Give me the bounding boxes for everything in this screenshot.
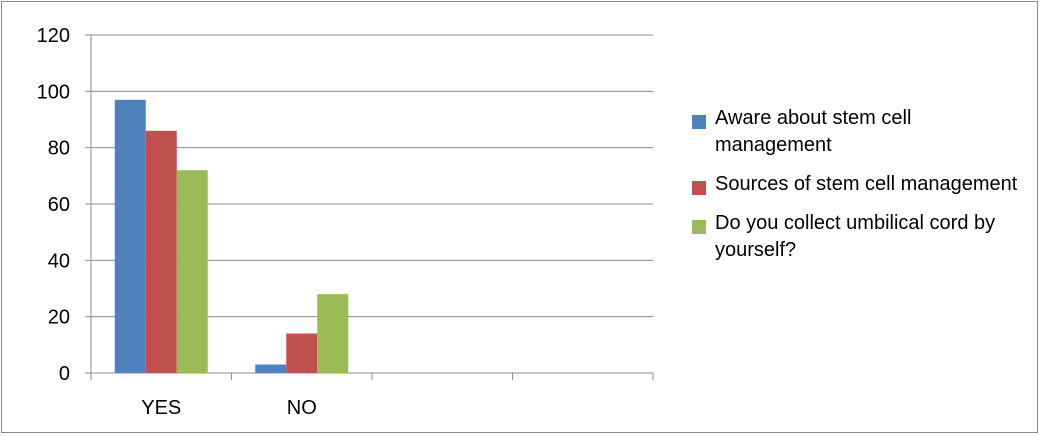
- legend-label-collect: Do you collect umbilical cord by yoursel…: [715, 212, 996, 261]
- y-tick-label-20: 20: [48, 307, 70, 329]
- bar-no-sources-of-stem-cell-management: [286, 333, 318, 373]
- legend-label-aware: Aware about stem cell management: [715, 107, 912, 156]
- bar-yes-sources-of-stem-cell-management: [145, 130, 177, 373]
- legend-item-sources: Sources of stem cell management: [692, 171, 1032, 198]
- legend-swatch-collect: [692, 220, 706, 234]
- x-tick-label-no: NO: [287, 397, 317, 419]
- legend-swatch-sources: [692, 181, 706, 195]
- legend-item-aware: Aware about stem cell management: [692, 105, 1032, 159]
- bar-no-do-you-collect-umbilical-cord-by-yourself: [317, 294, 349, 373]
- y-tick-label-120: 120: [37, 25, 70, 47]
- bar-yes-aware-about-stem-cell-management: [114, 99, 146, 374]
- y-tick-label-0: 0: [59, 363, 70, 385]
- bar-no-aware-about-stem-cell-management: [255, 364, 287, 373]
- legend-item-collect: Do you collect umbilical cord by yoursel…: [692, 210, 1032, 264]
- legend-swatch-aware: [692, 115, 706, 129]
- y-tick-label-100: 100: [37, 81, 70, 103]
- legend-label-sources: Sources of stem cell management: [715, 173, 1018, 195]
- x-tick-label-yes: YES: [141, 397, 181, 419]
- chart-legend: Aware about stem cell management Sources…: [692, 105, 1032, 276]
- y-tick-label-40: 40: [48, 250, 70, 272]
- y-tick-label-80: 80: [48, 138, 70, 160]
- bar-yes-do-you-collect-umbilical-cord-by-yourself: [176, 170, 208, 373]
- y-tick-label-60: 60: [48, 194, 70, 216]
